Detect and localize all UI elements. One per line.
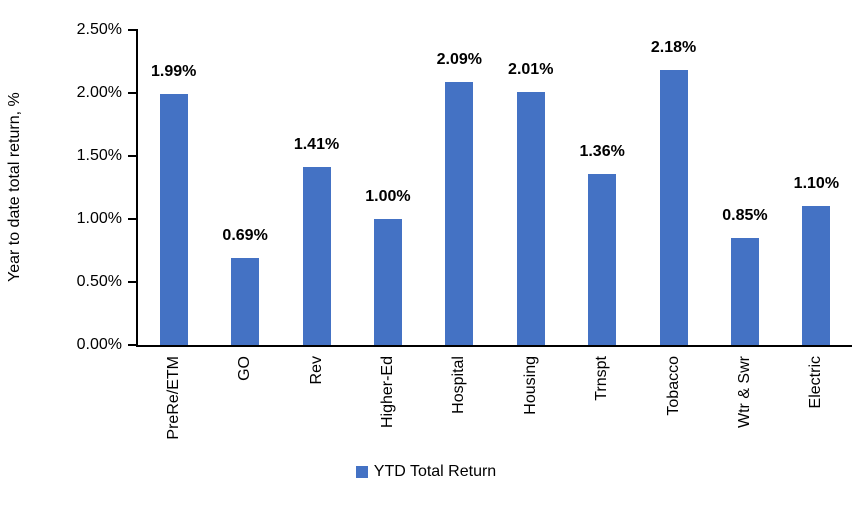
y-axis-line (136, 29, 138, 347)
legend-swatch-icon (355, 466, 368, 478)
bar-value-label: 2.18% (650, 39, 697, 57)
x-axis-label: Wtr & Swr (735, 356, 753, 428)
bar (516, 91, 545, 345)
bar-slot: 2.18% (638, 30, 709, 345)
x-axis-label: Electric (807, 356, 825, 409)
bar-value-label: 0.85% (722, 206, 768, 224)
y-axis-tick-labels: 0.00% 0.50% 1.00% 1.50% 2.00% 2.50% (0, 0, 122, 360)
bar (802, 206, 831, 345)
bar (231, 258, 260, 345)
x-axis-label: PreRe/ETM (164, 356, 182, 440)
bar (373, 219, 402, 345)
x-axis-label: Housing (521, 356, 539, 415)
y-tick-label: 0.50% (76, 273, 122, 290)
bar-slot: 2.01% (495, 30, 566, 345)
bar-value-label: 1.36% (579, 142, 625, 160)
y-tick-mark (128, 29, 136, 31)
y-tick-mark (128, 92, 136, 94)
y-tick-mark (128, 155, 136, 157)
bar-value-label: 1.41% (293, 136, 340, 154)
bar (159, 94, 188, 345)
x-axis-line (136, 345, 852, 347)
x-axis-label: Higher-Ed (378, 356, 396, 429)
y-tick-label: 1.50% (76, 147, 122, 164)
y-tick-label: 1.00% (76, 210, 122, 227)
bar (659, 70, 688, 345)
x-axis-label: Hospital (450, 356, 468, 414)
bar-value-label: 2.09% (436, 50, 483, 68)
bar (302, 167, 331, 345)
bar-value-label: 2.01% (508, 60, 554, 78)
x-axis-labels: PreRe/ETM GO Rev Higher-Ed Hospital Housing Tr… (138, 356, 852, 464)
bar-slot: 1.99% (138, 30, 209, 345)
x-axis-label: Rev (307, 356, 325, 385)
y-tick-label: 2.00% (76, 84, 122, 101)
bar-slot: 1.41% (281, 30, 352, 345)
y-tick-label: 0.00% (76, 336, 122, 353)
bar-slot: 1.36% (566, 30, 637, 345)
x-axis-label: Trnspt (593, 356, 611, 401)
bar-value-label: 1.99% (151, 63, 197, 81)
bar-slot: 2.09% (424, 30, 495, 345)
x-axis-label: Tobacco (664, 356, 682, 416)
bar-value-label: 1.00% (365, 188, 411, 205)
bar-slot: 0.69% (209, 30, 280, 345)
bar (588, 173, 617, 345)
x-axis-label: GO (236, 356, 254, 381)
legend-label: YTD Total Return (373, 463, 497, 480)
y-tick-label: 2.50% (76, 21, 122, 38)
bar-slot: 0.85% (709, 30, 780, 345)
bar-value-label: 1.10% (793, 175, 840, 193)
bar (730, 237, 759, 345)
plot-area: 1.99% 0.69% 1.41% 1.00% 2.09% 2.01% 1.36% 2.18%… (138, 30, 852, 345)
bar-value-label: 0.69% (222, 227, 268, 245)
y-tick-mark (128, 281, 136, 283)
bar-slot: 1.10% (781, 30, 852, 345)
bar-slot: 1.00% (352, 30, 423, 345)
y-tick-mark (128, 344, 136, 346)
y-tick-mark (128, 218, 136, 220)
legend: YTD Total Return (0, 463, 852, 481)
bar (445, 81, 474, 345)
